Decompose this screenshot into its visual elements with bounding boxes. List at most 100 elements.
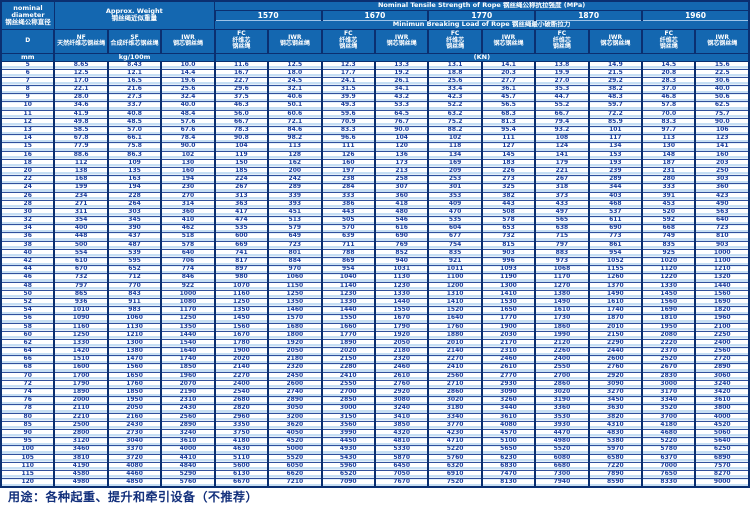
diameter-cell: 6 [0,68,56,78]
table-row: 15 77.9 75.8 90.0 104 113 111 120 118 127 124 134 13… [0,142,750,152]
breaking-load-cell: 883 [534,248,590,259]
breaking-load-cell: 2150 [587,330,644,340]
breaking-load-cell: 5760 [160,478,216,488]
breaking-load-cell: 1800 [267,330,323,340]
breaking-load-cell: 234 [53,191,109,201]
diameter-cell: 15 [0,142,56,152]
breaking-load-cell: 32.1 [267,85,323,95]
breaking-load-cell: 884 [267,256,323,267]
breaking-load-cell: 76.7 [373,117,430,128]
breaking-load-cell: 183 [480,158,537,168]
breaking-load-cell: 6230 [480,453,537,463]
breaking-load-cell: 46.8 [641,93,697,103]
breaking-load-cell: 134 [427,150,483,160]
breaking-load-cell: 1850 [160,363,216,373]
breaking-load-cell: 3770 [427,420,483,430]
breaking-load-cell: 5110 [213,453,270,463]
breaking-load-cell: 2190 [160,387,216,398]
breaking-load-cell: 1490 [534,297,590,308]
breaking-load-cell: 1920 [373,330,430,340]
breaking-load-cell: 954 [320,265,376,275]
breaking-load-cell: 28.0 [53,93,109,103]
table-row: 11 41.9 40.8 48.4 56.0 60.6 59.6 64.5 63.2 68.3 66… [0,109,750,119]
breaking-load-cell: 1380 [534,289,590,299]
breaking-load-cell: 53.3 [373,101,430,111]
breaking-load-cell: 2310 [160,396,216,406]
breaking-load-cell: 1890 [53,387,109,398]
breaking-load-cell: 3090 [480,387,537,398]
breaking-load-cell: 3190 [534,396,590,406]
breaking-load-cell: 1670 [373,314,430,324]
breaking-load-cell: 1230 [373,281,430,291]
breaking-load-cell: 535 [427,216,483,226]
breaking-load-cell: 2560 [160,412,216,422]
breaking-load-cell: 1250 [53,330,109,340]
table-row: 58 1160 1130 1350 1560 1680 1660 1790 1760 1900 18… [0,322,750,332]
breaking-load-cell: 1070 [213,281,270,291]
breaking-load-cell: 2310 [480,347,537,357]
weight-unit-cell: kg/100m [53,52,216,62]
breaking-load-cell: 333 [320,191,376,201]
breaking-load-cell: 2560 [694,347,750,357]
breaking-load-cell: 996 [480,256,537,267]
breaking-load-cell: 1740 [160,355,216,365]
diameter-cell: 13 [0,125,56,136]
breaking-load-cell: 2180 [373,347,430,357]
breaking-load-cell: 2400 [534,355,590,365]
breaking-load-cell: 903 [480,248,537,259]
breaking-load-cell: 911 [106,297,163,308]
breaking-load-cell: 1760 [106,379,163,390]
breaking-load-cell: 2890 [267,396,323,406]
breaking-load-cell: 1060 [106,314,163,324]
diameter-cell: 42 [0,256,56,267]
breaking-load-cell: 88.6 [53,150,109,160]
tensile-strength-header: Nominal Tensile Strength of Rope 钢丝绳公称抗拉… [214,0,750,11]
breaking-load-cell: 769 [373,240,430,250]
breaking-load-cell: 7090 [320,478,376,488]
breaking-load-cell: 307 [373,183,430,193]
breaking-load-cell: 66.7 [534,109,590,119]
breaking-load-cell: 1170 [534,273,590,283]
breaking-load-cell: 68.3 [480,109,537,119]
table-row: 8 22.1 21.6 25.6 29.6 32.1 31.5 34.1 33.4 36.1 35.… [0,85,750,95]
diameter-cell: 120 [0,478,56,488]
table-row: 66 1510 1470 1740 2020 2180 2150 2320 2270 2460 24… [0,355,750,365]
breaking-load-cell: 187 [641,158,697,168]
breaking-load-cell: 58.5 [53,125,109,136]
breaking-load-cell: 230 [160,183,216,193]
breaking-load-cell: 314 [160,199,216,209]
breaking-load-cell: 19.6 [160,76,216,87]
breaking-load-cell: 2610 [373,371,430,381]
breaking-load-cell: 1330 [373,289,430,299]
breaking-load-cell: 468 [587,199,644,209]
breaking-load-cell: 7220 [587,461,644,471]
table-row: 14 67.8 66.1 78.4 90.8 98.2 96.6 104 102 111 108 11… [0,134,750,144]
breaking-load-cell: 3560 [320,420,376,430]
breaking-load-header: Minimun Breaking Load of Rope 钢丝绳最小破断拉力 [214,19,750,30]
breaking-load-cell: 3200 [267,412,323,422]
breaking-load-cell: 284 [320,183,376,193]
table-row: 46 732 712 846 980 1060 1040 1130 1100 1190 1170 12… [0,273,750,283]
breaking-load-cell: 470 [427,207,483,218]
breaking-load-cell: 788 [320,248,376,259]
table-row: 120 4980 4850 5760 6670 7210 7090 7670 7520 8130 7… [0,478,750,488]
breaking-load-cell: 2930 [480,379,537,390]
breaking-load-cell: 66.1 [106,134,163,144]
diameter-cell: 14 [0,134,56,144]
table-row: 13 58.5 57.0 67.6 78.3 84.6 83.3 90.0 88.2 95.4 93… [0,125,750,136]
breaking-load-cell: 2720 [694,355,750,365]
breaking-load-cell: 554 [53,248,109,259]
breaking-load-cell: 2140 [427,347,483,357]
breaking-load-cell: 48.5 [106,117,163,128]
breaking-load-cell: 57.8 [641,101,697,111]
breaking-load-cell: 24.5 [267,76,323,87]
breaking-load-cell: 209 [427,166,483,177]
breaking-load-cell: 4840 [160,461,216,471]
breaking-load-cell: 2180 [267,355,323,365]
breaking-load-cell: 264 [106,199,163,209]
breaking-load-cell: 2410 [427,363,483,373]
breaking-load-cell: 2000 [53,396,109,406]
breaking-load-cell: 3020 [427,396,483,406]
breaking-unit-cell: (KN) [213,52,750,62]
breaking-load-cell: 732 [480,232,537,242]
